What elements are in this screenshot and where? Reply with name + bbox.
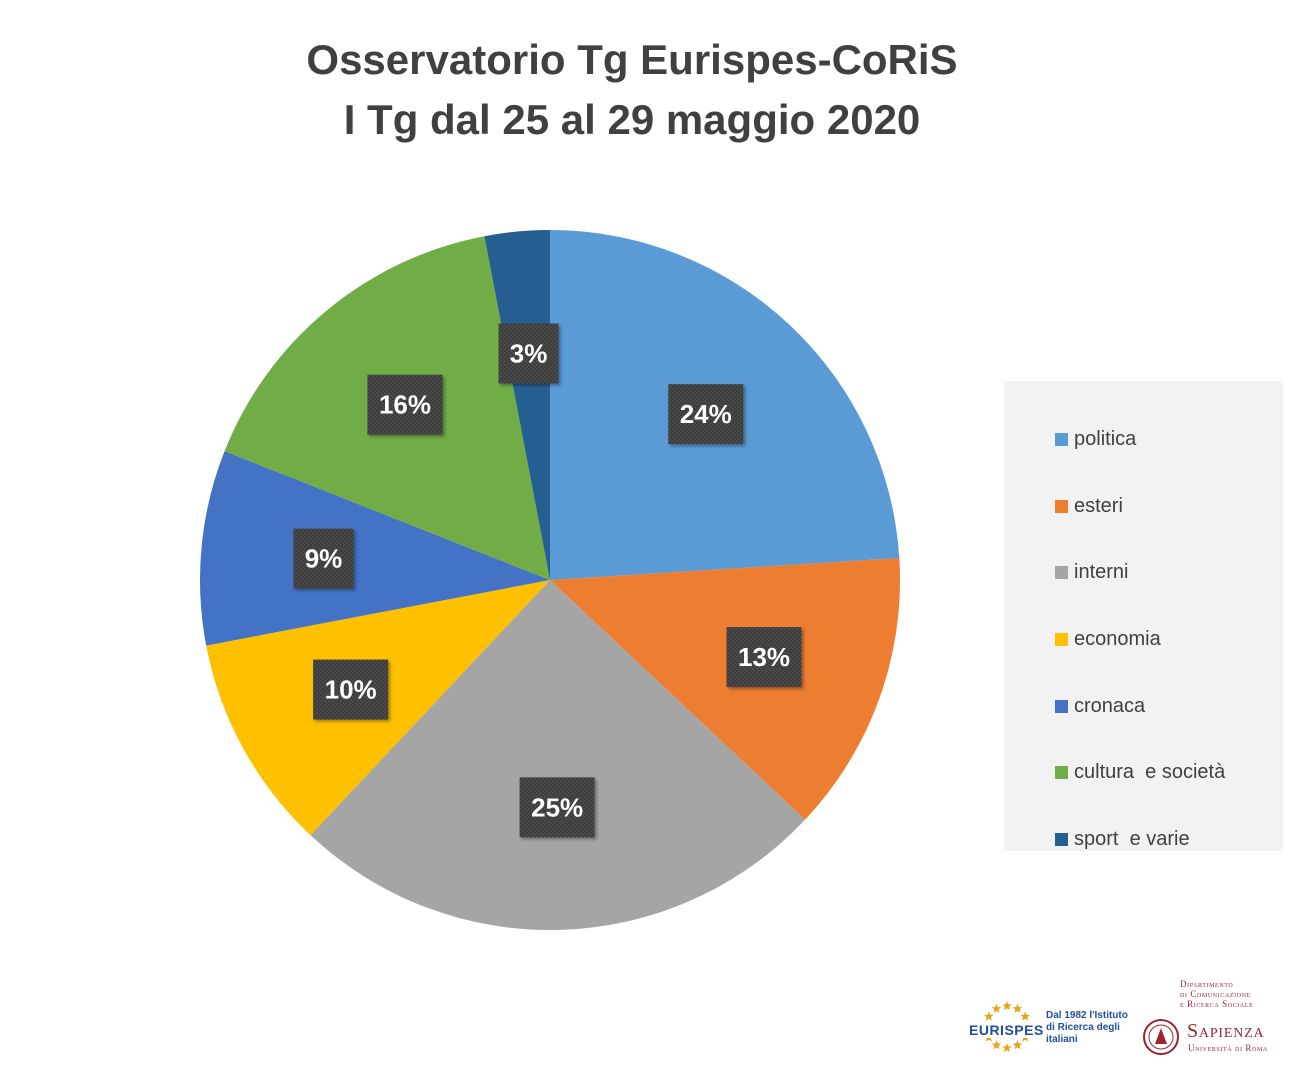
star-icon <box>1012 1040 1023 1050</box>
svg-text:9%: 9% <box>305 544 343 574</box>
star-icon <box>991 1040 1002 1050</box>
department-name: Dipartimento di Comunicazione e Ricerca … <box>1180 979 1253 1009</box>
legend-swatch <box>1055 632 1068 646</box>
svg-text:16%: 16% <box>379 390 431 420</box>
chart-title: Osservatorio Tg Eurispes-CoRiS I Tg dal … <box>0 30 1264 150</box>
pie-slice-cronaca <box>200 451 550 646</box>
legend-label: economia <box>1074 627 1161 650</box>
legend-item: esteri <box>1004 473 1283 540</box>
star-icon <box>1002 1043 1012 1053</box>
legend-item: sport e varie <box>1004 806 1283 873</box>
sapienza-wordmark: Sapienza <box>1187 1020 1265 1042</box>
legend-label: esteri <box>1074 494 1123 517</box>
department-line: e Ricerca Sociale <box>1180 999 1254 1009</box>
eurispes-wordmark: EURISPES <box>968 1022 1045 1038</box>
legend-swatch <box>1055 566 1068 580</box>
svg-text:10%: 10% <box>325 675 377 705</box>
legend-item: cultura e società <box>1004 739 1283 806</box>
legend-swatch <box>1055 499 1068 513</box>
star-icon <box>1002 1001 1012 1011</box>
star-icon <box>991 1003 1002 1013</box>
svg-text:24%: 24% <box>680 399 732 429</box>
pie-label-sport-e-varie: 3% <box>498 323 559 384</box>
legend-label: interni <box>1074 561 1129 584</box>
star-icon <box>984 1011 994 1021</box>
svg-text:13%: 13% <box>738 642 790 672</box>
legend-label: sport e varie <box>1074 827 1190 850</box>
pie-slice-interni <box>310 580 806 930</box>
pie-label-cronaca: 9% <box>293 528 354 589</box>
chart-title-line-2: I Tg dal 25 al 29 maggio 2020 <box>343 96 921 143</box>
legend-label: politica <box>1074 427 1137 450</box>
legend-swatch <box>1055 699 1068 713</box>
sapienza-seal-icon <box>1143 1019 1179 1055</box>
pie-labels: 24% 13% 25% 10% 9% 16% 3% <box>293 323 802 838</box>
department-line: di Comunicazione <box>1180 989 1251 999</box>
svg-text:3%: 3% <box>510 339 548 369</box>
legend-item: interni <box>1004 539 1283 606</box>
legend-swatch <box>1055 432 1068 446</box>
department-line: Dipartimento <box>1180 979 1234 989</box>
pie-label-interni: 25% <box>519 777 595 838</box>
star-icon <box>1020 1011 1030 1021</box>
pie-label-cultura-e-società: 16% <box>367 374 443 435</box>
pie-label-politica: 24% <box>668 384 744 445</box>
eurispes-logo: EURISPES Dal 1982 l'Istituto di Ricerca … <box>968 1000 1188 1060</box>
legend-item: economia <box>1004 606 1283 673</box>
legend-item: politica <box>1004 406 1283 473</box>
legend-item: cronaca <box>1004 673 1283 740</box>
pie-slice-sport-e-varie <box>484 230 550 580</box>
legend-swatch <box>1055 766 1068 780</box>
svg-text:25%: 25% <box>531 792 583 822</box>
footer-logos: EURISPES Dal 1982 l'Istituto di Ricerca … <box>960 975 1290 1065</box>
pie-label-esteri: 13% <box>726 627 802 688</box>
legend-swatch <box>1055 832 1068 846</box>
pie-label-economia: 10% <box>313 659 389 720</box>
legend: politica esteri interni economia cronaca cult… <box>1004 381 1283 851</box>
star-icon <box>1012 1003 1023 1013</box>
eurispes-tagline: Dal 1982 l'Istituto di Ricerca degli ita… <box>1046 1010 1128 1045</box>
legend-label: cultura e società <box>1074 761 1226 784</box>
sapienza-subtitle: Università di Roma <box>1188 1043 1268 1053</box>
legend-label: cronaca <box>1074 694 1146 717</box>
pie-slice-esteri <box>550 558 900 820</box>
chart-title-line-1: Osservatorio Tg Eurispes-CoRiS <box>306 36 958 83</box>
